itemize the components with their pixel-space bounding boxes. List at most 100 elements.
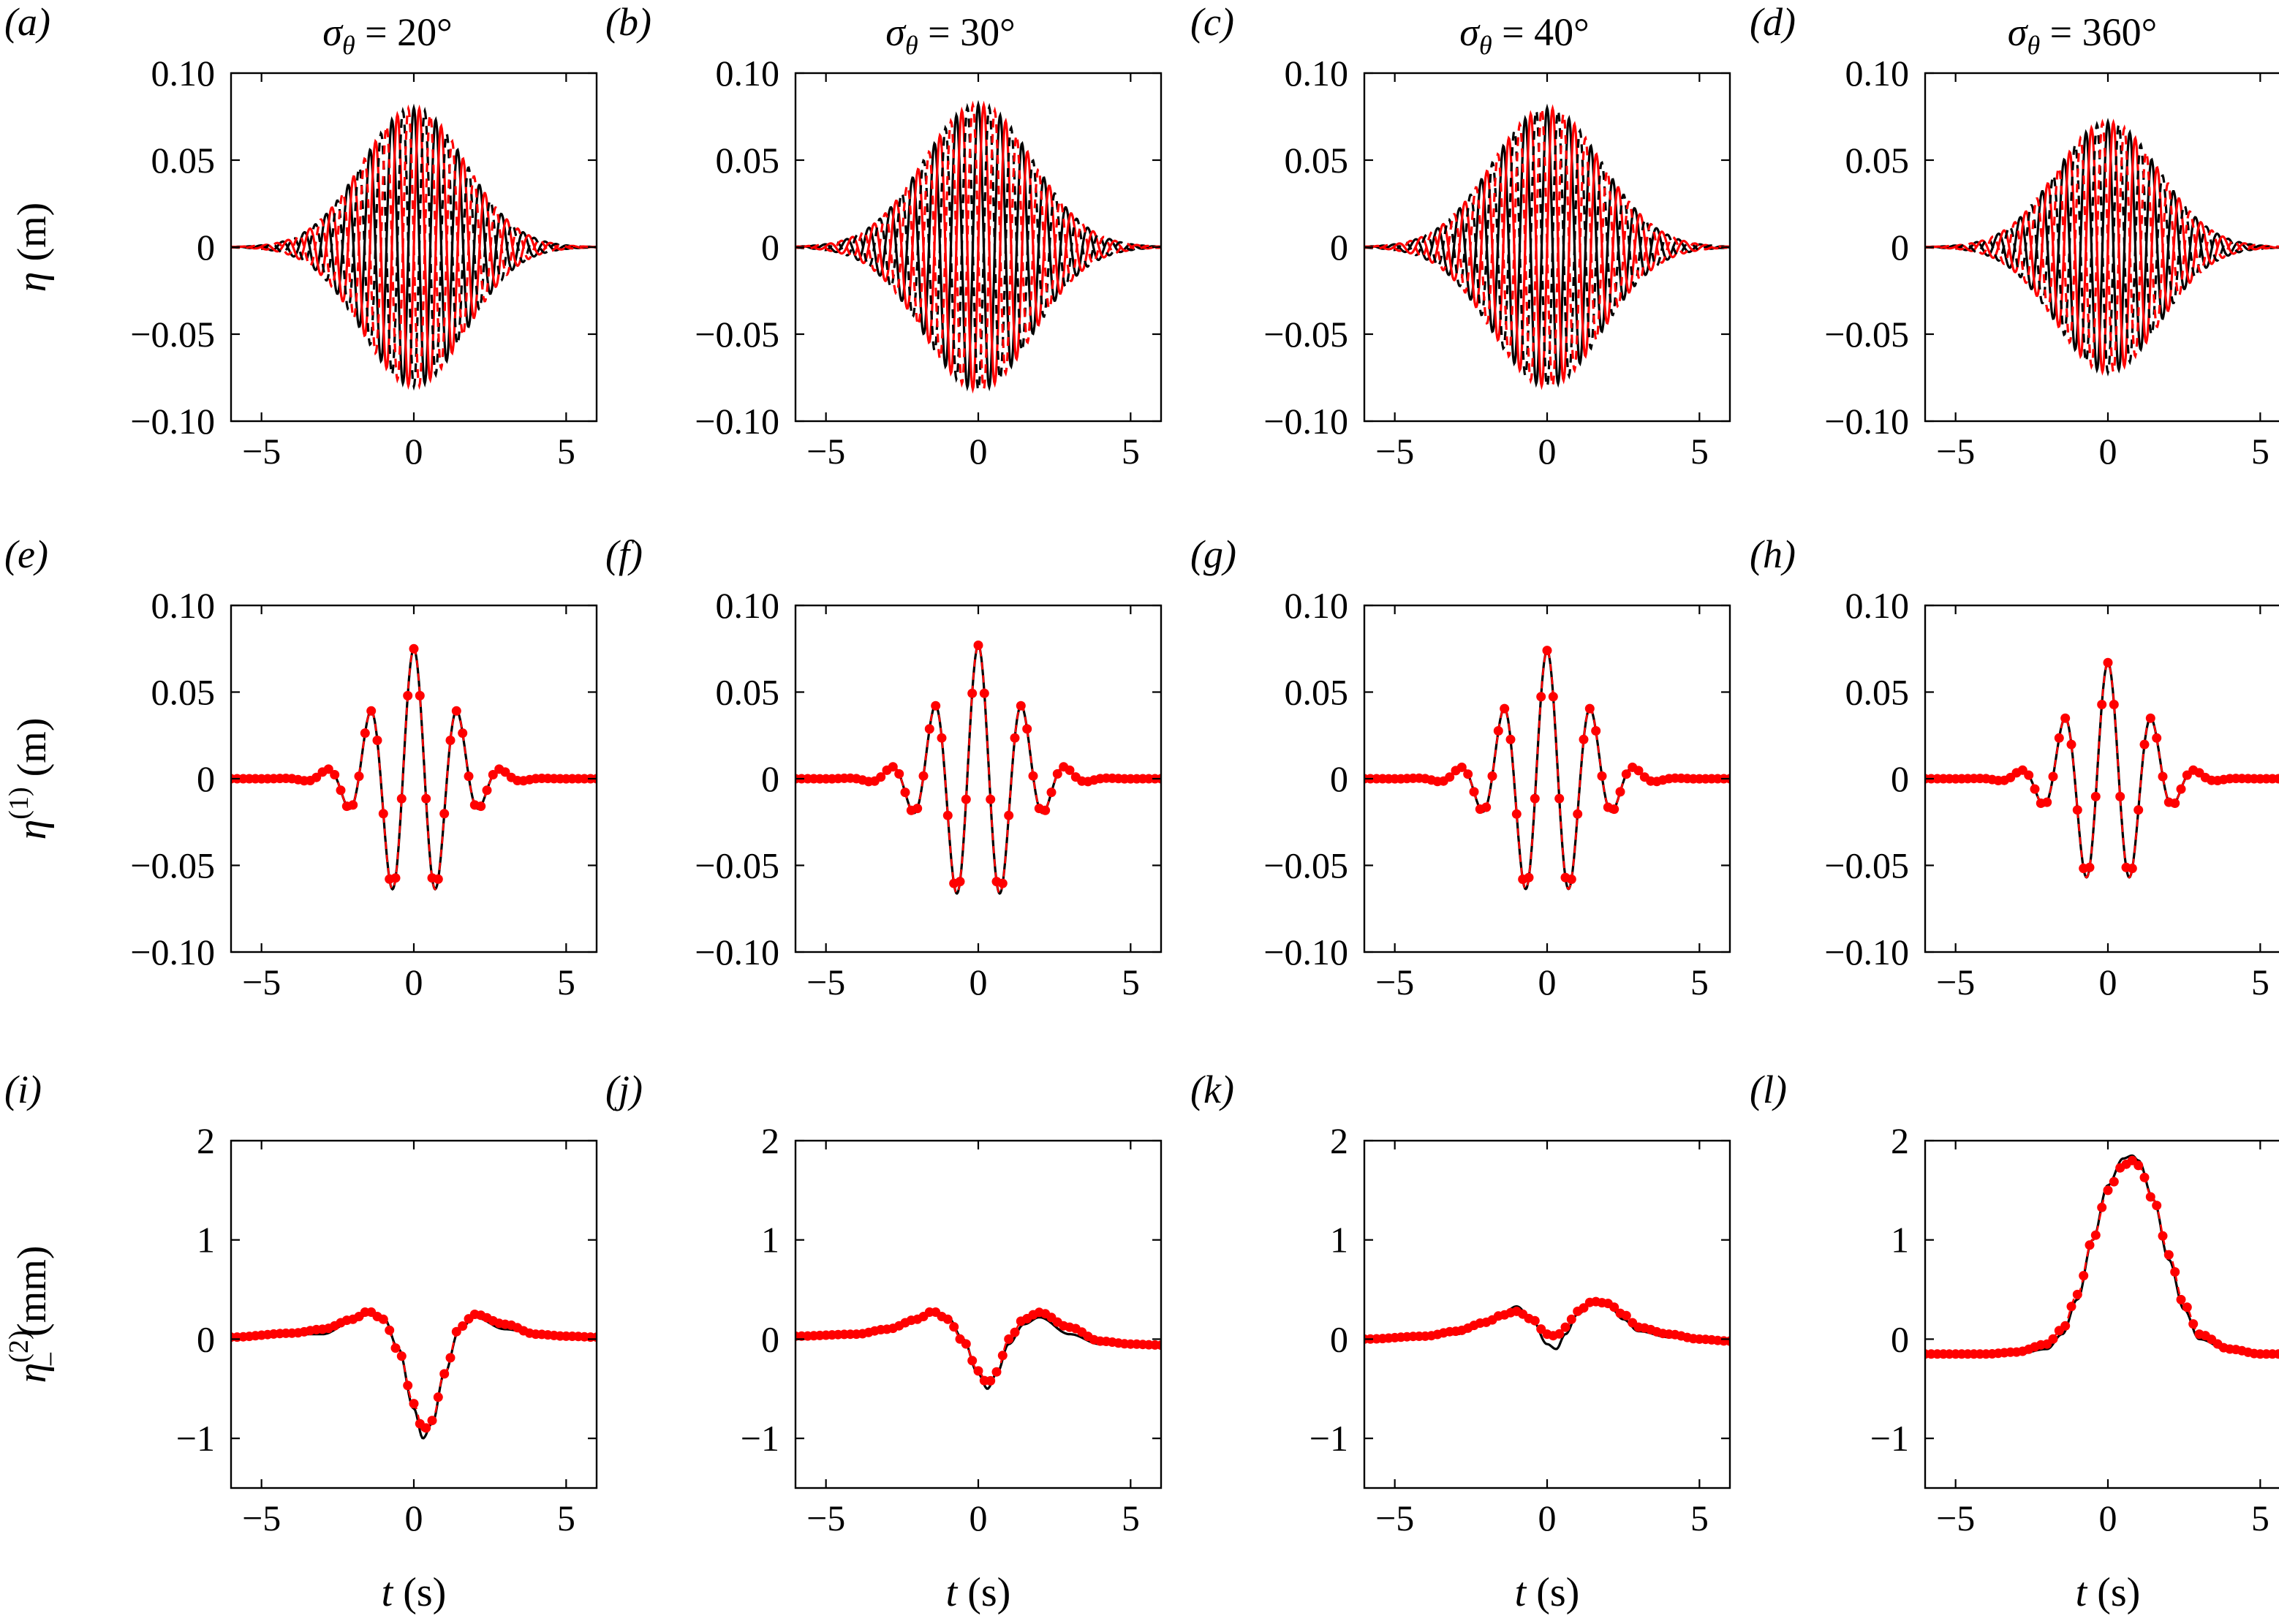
data-point — [876, 772, 886, 782]
y-tick-label: −0.05 — [695, 845, 779, 886]
x-tick-label: −5 — [1375, 1498, 1414, 1538]
data-point — [2090, 791, 2101, 801]
panel-tag: (b) — [605, 0, 651, 44]
axes-frame — [230, 1139, 598, 1489]
y-tick-label: 0.05 — [1285, 140, 1349, 181]
data-point — [986, 794, 996, 804]
data-point — [986, 1375, 996, 1386]
data-point — [2090, 1230, 2101, 1240]
data-point — [372, 736, 382, 745]
data-point — [1554, 1329, 1565, 1339]
y-tick-label: 0 — [1891, 227, 1909, 268]
series-line-4 — [231, 104, 597, 390]
data-point — [1554, 793, 1565, 804]
data-point — [1579, 734, 1589, 744]
y-tick-label: 0.10 — [716, 585, 780, 626]
x-tick-label: −5 — [1375, 431, 1414, 472]
panel-g: (g) −5 0 5 −0.10 −0.05 0 0.05 0.10 — [1190, 532, 1731, 1002]
x-tick-label: 5 — [557, 1498, 575, 1538]
x-tick-label: 5 — [2251, 431, 2269, 472]
y-tick-label: 0.10 — [716, 53, 780, 94]
data-point — [445, 736, 456, 745]
row-3-y-label: η(2)− (mm) — [4, 1246, 67, 1383]
data-point — [2079, 1271, 2089, 1281]
data-point — [1010, 1327, 1020, 1337]
y-tick-label: 0.05 — [1845, 140, 1910, 181]
data-point — [2139, 1172, 2150, 1182]
data-point — [924, 724, 934, 734]
data-point — [2109, 700, 2119, 709]
x-tick-label: 5 — [1122, 962, 1140, 1002]
data-point — [1579, 1303, 1589, 1313]
data-point — [1548, 692, 1558, 702]
x-tick-label: 5 — [2251, 1498, 2269, 1538]
data-point — [1566, 875, 1576, 884]
series-line-3 — [231, 107, 597, 391]
data-point — [888, 762, 898, 772]
row-2-y-label: η(1) (m) — [4, 718, 55, 840]
series-line-reconstructed — [1364, 649, 1730, 891]
data-point — [2127, 864, 2137, 874]
data-point — [2024, 770, 2034, 780]
data-point — [366, 706, 377, 716]
series-line-1 — [231, 103, 597, 388]
y-tick-label: 0 — [197, 758, 215, 799]
x-tick-label: 5 — [1690, 962, 1709, 1002]
series-line-1 — [1364, 103, 1730, 388]
data-point — [1065, 765, 1075, 775]
y-tick-label: 0.05 — [151, 140, 216, 181]
x-axis-label-1: t (s) — [382, 1570, 447, 1615]
y-tick-label: 0.05 — [1845, 672, 1910, 713]
data-point — [2085, 1240, 2095, 1250]
x-tick-label: −5 — [242, 1498, 281, 1538]
data-point — [2097, 700, 2107, 709]
data-point — [433, 1392, 443, 1402]
panel-d: (d) −5 0 5 −0.10 −0.05 0 0.05 0.10 — [1750, 0, 2279, 472]
x-tick-label: −5 — [242, 431, 281, 472]
panel-c: (c) −5 0 5 −0.10 −0.05 0 0.05 0.10 — [1190, 0, 1731, 472]
x-tick-label: 5 — [1690, 1498, 1709, 1538]
panel-l: (l) −5 0 5 −1 0 1 2 — [1750, 1068, 2279, 1538]
series-line-2 — [1364, 104, 1730, 390]
data-point — [1016, 700, 1026, 711]
x-tick-label: 0 — [1538, 962, 1557, 1002]
data-point — [2176, 784, 2186, 794]
y-tick-label: −1 — [176, 1418, 215, 1459]
panel-j: (j) −5 0 5 −1 0 1 2 — [605, 1068, 1163, 1538]
data-point — [2115, 791, 2125, 801]
data-point — [1052, 768, 1062, 779]
data-point — [427, 1416, 437, 1426]
column-header-2: σθ = 30° — [885, 10, 1015, 60]
data-point — [997, 1351, 1008, 1361]
panel-e: (e) −5 0 5 −0.10 −0.05 0 0.05 0.10 — [4, 532, 598, 1002]
panel-h: (h) −5 0 5 −0.10 −0.05 0 0.05 0.10 — [1750, 532, 2279, 1002]
x-tick-label: −5 — [806, 962, 845, 1002]
data-point — [979, 688, 989, 698]
axes-frame — [1363, 1139, 1731, 1489]
y-tick-label: 0.05 — [716, 672, 780, 713]
data-point — [1481, 802, 1492, 812]
x-tick-label: −5 — [242, 962, 281, 1002]
data-point — [482, 785, 492, 796]
y-tick-label: 2 — [1891, 1120, 1909, 1161]
data-point — [2134, 1160, 2144, 1171]
x-axis-label-3: t (s) — [1515, 1570, 1580, 1615]
panel-i: (i) −5 0 5 −1 0 1 2 — [4, 1068, 598, 1538]
data-point — [2158, 1231, 2168, 1241]
data-point — [360, 728, 370, 739]
series-line-3 — [1925, 121, 2279, 377]
y-tick-label: −1 — [741, 1418, 779, 1459]
data-point — [2182, 1302, 2192, 1313]
column-header-3: σθ = 40° — [1459, 10, 1589, 60]
panel-tag: (e) — [4, 532, 48, 576]
data-point — [1530, 793, 1540, 804]
data-point — [1022, 724, 1032, 734]
data-point — [2145, 1192, 2155, 1202]
data-point — [942, 810, 953, 820]
data-point — [1040, 805, 1051, 815]
data-point — [451, 1326, 461, 1337]
data-point — [2072, 1289, 2082, 1299]
series-line-reconstructed — [1925, 1159, 2279, 1356]
data-point — [1615, 787, 1625, 797]
plot-area — [1364, 646, 1730, 891]
